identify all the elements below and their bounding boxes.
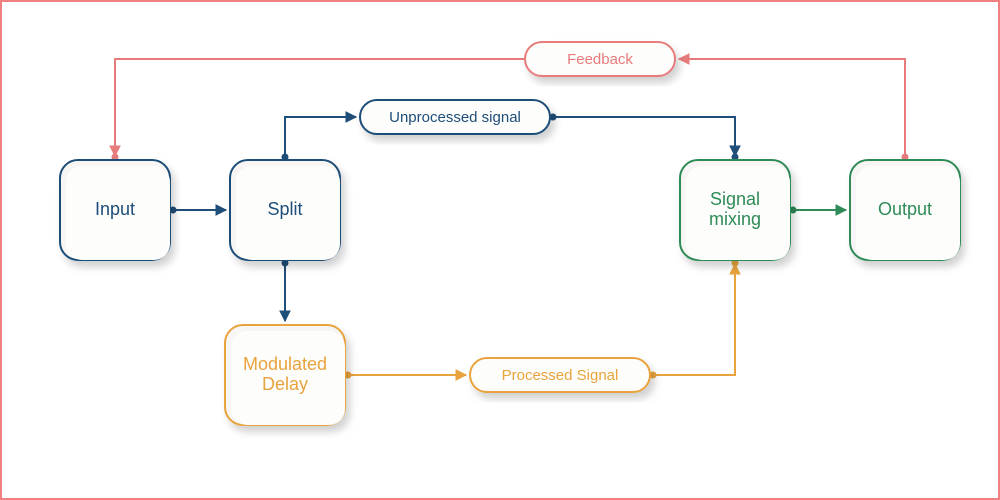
node-mix-label: mixing <box>709 209 761 229</box>
edge-output-feedback <box>679 59 905 160</box>
node-input-label: Input <box>95 199 135 219</box>
node-output: Output <box>850 160 960 260</box>
edge-unproc-mix <box>550 117 735 156</box>
node-mix-label: Signal <box>710 189 760 209</box>
edge-proc-mix <box>650 264 735 375</box>
diagram-frame: Input Split Signalmixing Output ModulatedDel… <box>0 0 1000 500</box>
pill-unproc-label: Unprocessed signal <box>389 109 521 126</box>
node-moddelay-label: Modulated <box>243 354 327 374</box>
pill-proc-label: Processed Signal <box>502 367 619 384</box>
pill-feedback-label: Feedback <box>567 51 633 68</box>
edge-split-unproc <box>285 117 356 160</box>
node-split-label: Split <box>267 199 302 219</box>
pill-unproc: Unprocessed signal <box>360 100 550 134</box>
node-split: Split <box>230 160 340 260</box>
node-mix: Signalmixing <box>680 160 790 260</box>
flowchart-svg: Input Split Signalmixing Output ModulatedDel… <box>0 0 1000 500</box>
node-output-label: Output <box>878 199 932 219</box>
node-moddelay: ModulatedDelay <box>225 325 345 425</box>
pill-feedback: Feedback <box>525 42 675 76</box>
node-moddelay-label: Delay <box>262 374 308 394</box>
pill-proc: Processed Signal <box>470 358 650 392</box>
node-input: Input <box>60 160 170 260</box>
